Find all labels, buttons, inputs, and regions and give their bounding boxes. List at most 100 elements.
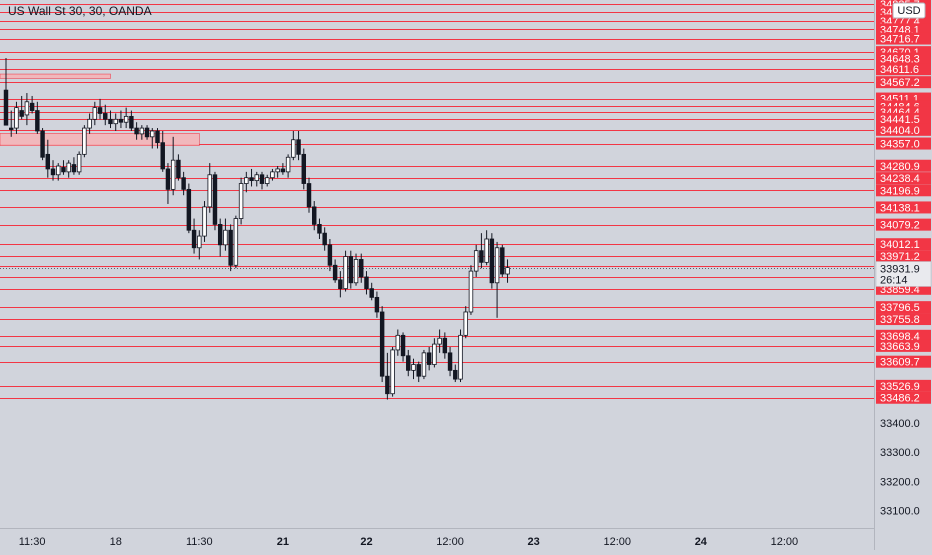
level-lines-layer [0,4,874,399]
candle [390,347,395,397]
candle [494,241,500,318]
candle-body [312,206,317,225]
candle [400,332,406,362]
candle-body [139,127,145,135]
candle [369,282,374,301]
candle-body [40,130,45,158]
candle [118,110,124,129]
candle-body [217,224,223,246]
candle [348,250,354,289]
candle-body [35,110,40,132]
candle-body [202,206,207,237]
candle [40,128,45,161]
candle [144,125,150,140]
level-price-label: 34357.0 [876,137,931,151]
axis-corner[interactable] [875,529,932,550]
candle-body [14,107,19,129]
level-price-label: 34716.7 [876,32,931,46]
plot-background [0,0,874,528]
level-price-text: 34648.3 [880,54,920,66]
candle [207,163,212,213]
currency-badge[interactable]: USD [892,2,926,19]
candle [139,125,145,140]
candle-body [160,142,165,170]
candle [92,101,98,126]
candle-body [332,264,338,281]
candle-body [82,127,87,155]
candle-body [87,118,92,129]
candle [108,110,113,129]
candle [285,154,291,178]
candle-body [500,247,505,275]
candle-body [379,311,385,377]
candle-body [212,174,218,225]
candle [484,230,489,266]
candle [249,168,254,187]
time-tick-label: 22 [360,536,372,548]
candle-body [338,279,343,290]
candle [181,171,186,196]
candle-body [369,288,374,298]
candle-body [150,130,155,138]
candle [343,250,348,292]
candle [202,201,207,242]
candle-body [244,177,249,184]
candle [385,352,390,400]
level-price-text: 34357.0 [880,139,920,151]
candle [134,122,139,140]
level-price-label: 34611.6 [876,63,931,76]
zone-rectangle[interactable] [0,73,111,79]
time-tick-label: 12:00 [603,536,631,548]
current-price-text: 33931.9 [880,264,920,276]
candle-body [259,174,265,184]
candle-body [432,343,437,365]
candle-body [348,256,354,284]
candle [82,125,87,158]
time-tick-label: 21 [277,536,289,548]
candle-body [364,276,369,290]
candle-body [228,229,233,266]
candle-body [442,337,448,354]
candle-body [170,159,176,190]
candle [71,157,77,175]
candle-body [437,337,442,345]
candle [458,329,463,383]
level-price-label: 34648.3 [876,52,931,66]
candle-body [264,177,270,184]
candle-body [426,352,432,365]
candle-body [296,139,301,155]
candle [306,177,312,213]
level-price-label: 34196.9 [876,184,931,197]
level-price-text: 34280.9 [880,161,920,173]
candle [160,130,165,172]
candle [254,171,259,187]
candle-body [113,118,118,125]
symbol-title[interactable]: US Wall St 30, 30, OANDA [8,4,152,18]
price-tick-label: 33200.0 [880,476,920,488]
level-price-text: 34138.1 [880,202,920,214]
candle [264,174,270,187]
level-price-label: 34079.2 [876,218,931,232]
candle [76,151,82,175]
candle [29,95,35,114]
candle [489,233,495,289]
countdown-text: 26:14 [880,275,908,287]
candle [291,130,296,161]
candle [468,265,474,315]
price-tick-label: 33300.0 [880,447,920,459]
candle-body [322,232,327,246]
candle [45,139,51,178]
candle-body [254,174,259,182]
level-price-label: 34441.5 [876,112,931,126]
candle [447,347,453,377]
candle-body [468,270,474,313]
candle-body [473,250,479,272]
candle-body [56,165,61,176]
candle [238,177,244,225]
candle [129,110,134,131]
level-price-text: 33663.9 [880,341,920,353]
zone-rectangle[interactable] [0,133,200,146]
candle [56,163,61,181]
